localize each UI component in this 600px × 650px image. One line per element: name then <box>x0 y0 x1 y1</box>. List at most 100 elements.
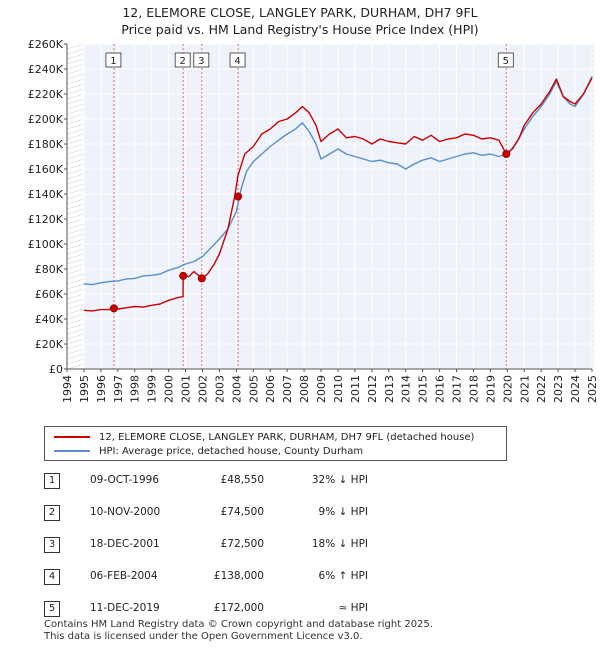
legend-label-property: 12, ELEMORE CLOSE, LANGLEY PARK, DURHAM,… <box>99 431 475 443</box>
hatch-line <box>66 213 85 220</box>
transaction-point <box>234 192 243 201</box>
footer-line-1: Contains HM Land Registry data © Crown c… <box>44 619 433 630</box>
y-tick-label: £160K <box>28 163 64 176</box>
hatch-line <box>66 168 85 175</box>
hatch-line <box>66 53 85 60</box>
hatch-line <box>66 193 85 200</box>
hatch-line <box>66 278 85 285</box>
hatch-line <box>66 123 85 130</box>
hatch-line <box>66 313 85 320</box>
hatch-line <box>66 253 85 260</box>
hatch-line <box>66 103 85 110</box>
hatch-line <box>66 343 85 350</box>
hatch-line <box>66 358 85 365</box>
transaction-marker-box <box>105 52 122 68</box>
hatch-line <box>66 158 85 165</box>
x-tick-label: 2022 <box>535 375 548 403</box>
chart-title-block: 12, ELEMORE CLOSE, LANGLEY PARK, DURHAM,… <box>0 4 600 38</box>
hatch-line <box>66 98 85 105</box>
plot-background <box>67 44 592 369</box>
y-tick-label: £200K <box>28 113 64 126</box>
transaction-date: 06-FEB-2004 <box>90 570 158 582</box>
x-tick-label: 2002 <box>196 375 209 403</box>
table-row: 2 10-NOV-2000 £74,500 9% ↓ HPI <box>40 505 400 521</box>
hatch-line <box>66 63 85 70</box>
transaction-marker: 1 <box>44 473 60 489</box>
hatch-line <box>66 78 85 85</box>
hatch-line <box>66 363 85 370</box>
price-chart: £0 £20K £40K £60K £80K £100K £120K £140K £160K £1… <box>28 38 599 403</box>
y-tick-label: £220K <box>28 88 64 101</box>
hatch-line <box>66 178 85 185</box>
hatch-line <box>66 268 85 275</box>
x-tick-label: 2025 <box>586 375 599 403</box>
hatch-line <box>66 293 85 300</box>
x-tick-label: 2006 <box>264 375 277 403</box>
copyright-footer: Contains HM Land Registry data © Crown c… <box>44 619 433 643</box>
transaction-marker-box <box>174 52 191 68</box>
hatch-line <box>66 328 85 335</box>
transaction-marker: 5 <box>44 601 60 617</box>
hatch-line <box>66 333 85 340</box>
property-price-line <box>83 77 593 312</box>
x-tick-label: 1996 <box>95 375 108 403</box>
x-tick-label: 2017 <box>451 375 464 403</box>
x-tick-label: 2001 <box>180 375 193 403</box>
transaction-point <box>197 274 206 283</box>
table-row: 3 18-DEC-2001 £72,500 18% ↓ HPI <box>40 537 400 553</box>
hatch-line <box>66 173 85 180</box>
x-tick-label: 2020 <box>501 375 514 403</box>
y-tick-label: £100K <box>28 238 64 251</box>
legend-label-hpi: HPI: Average price, detached house, Coun… <box>99 445 364 457</box>
transaction-marker-label: 3 <box>198 56 204 67</box>
hatch-line <box>66 128 85 135</box>
hatch-line <box>66 308 85 315</box>
y-tick-label: £140K <box>28 188 64 201</box>
hatch-line <box>66 208 85 215</box>
x-tick-label: 2015 <box>417 375 430 403</box>
chart-title: 12, ELEMORE CLOSE, LANGLEY PARK, DURHAM,… <box>122 5 478 20</box>
x-tick-label: 2016 <box>434 375 447 403</box>
transaction-marker-label: 1 <box>110 56 116 67</box>
transaction-hpi-diff: 9% ↓ HPI <box>318 506 368 518</box>
transaction-price: £138,000 <box>213 570 264 582</box>
transaction-marker-label: 4 <box>234 56 240 67</box>
hatch-line <box>66 113 85 120</box>
transaction-marker: 2 <box>44 505 60 521</box>
hatch-line <box>66 133 85 140</box>
hatch-line <box>66 163 85 170</box>
transaction-point <box>179 271 188 280</box>
transaction-marker-box <box>497 52 514 68</box>
y-tick-label: £240K <box>28 63 64 76</box>
chart-legend: 12, ELEMORE CLOSE, LANGLEY PARK, DURHAM,… <box>44 426 507 461</box>
hatch-line <box>66 338 85 345</box>
table-row: 5 11-DEC-2019 £172,000 ≈ HPI <box>40 601 400 617</box>
hatch-line <box>66 348 85 355</box>
transaction-price: £74,500 <box>220 506 264 518</box>
hatch-line <box>66 303 85 310</box>
transaction-marker: 3 <box>44 537 60 553</box>
y-tick-label: £260K <box>28 38 64 51</box>
hatch-line <box>66 188 85 195</box>
y-tick-label: £0 <box>49 363 63 376</box>
footer-line-2: This data is licensed under the Open Gov… <box>44 631 363 642</box>
x-tick-label: 1994 <box>61 375 74 403</box>
transaction-marker-box <box>193 52 210 68</box>
hatch-line <box>66 43 85 50</box>
x-tick-label: 2009 <box>315 375 328 403</box>
x-tick-label: 1999 <box>146 375 159 403</box>
hatch-line <box>66 73 85 80</box>
x-tick-label: 1997 <box>112 375 125 403</box>
transaction-date: 11-DEC-2019 <box>90 602 160 614</box>
x-tick-label: 2024 <box>569 375 582 403</box>
x-tick-label: 2023 <box>552 375 565 403</box>
hatch-line <box>66 93 85 100</box>
transaction-date: 18-DEC-2001 <box>90 538 160 550</box>
hatch-line <box>66 118 85 125</box>
transaction-hpi-diff: 6% ↑ HPI <box>318 570 368 582</box>
x-tick-label: 2011 <box>349 375 362 403</box>
hatch-line <box>66 68 85 75</box>
hatch-line <box>66 288 85 295</box>
hatch-line <box>66 353 85 360</box>
x-tick-label: 2003 <box>213 375 226 403</box>
